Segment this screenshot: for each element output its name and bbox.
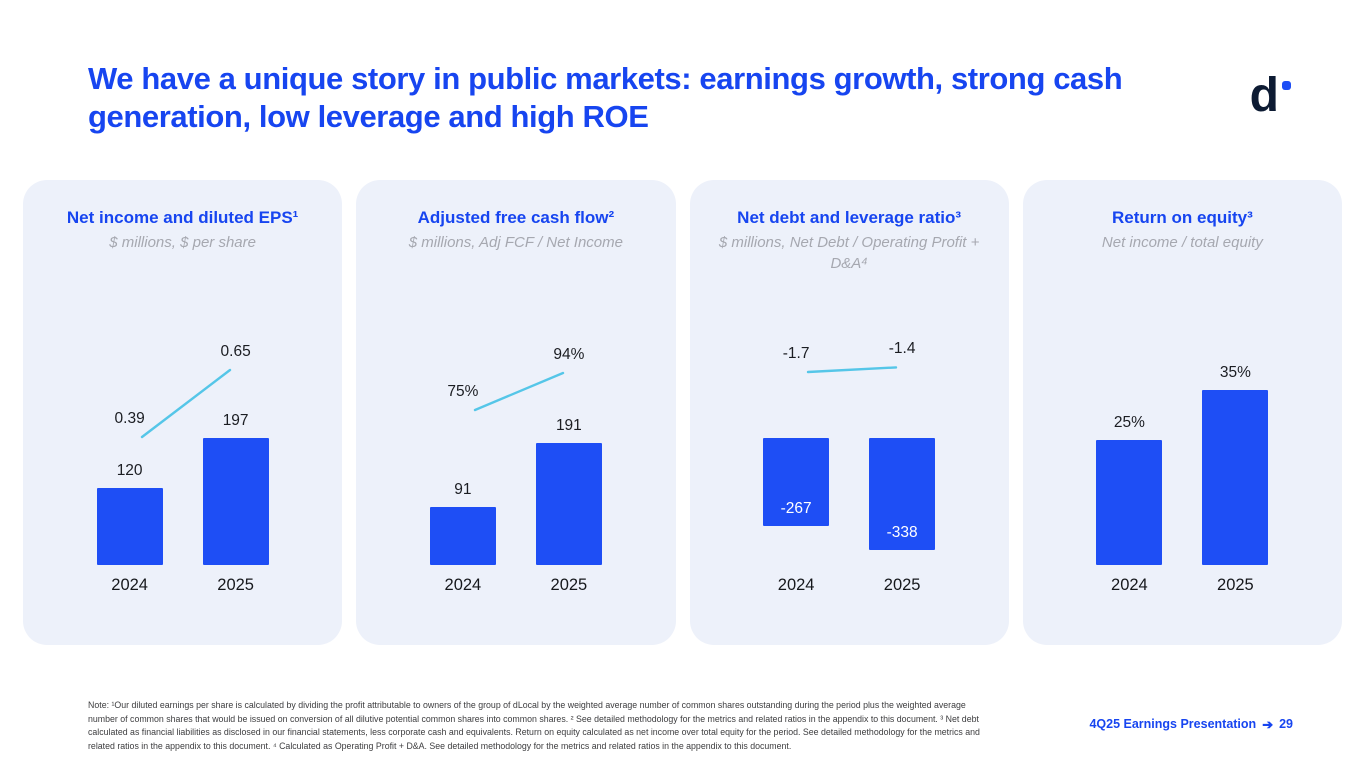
chart-title: Net debt and leverage ratio³ — [737, 208, 962, 227]
bar-2025 — [535, 443, 602, 565]
bar-value-label: -267 — [780, 500, 812, 517]
line-value-label: 0.39 — [114, 410, 145, 427]
chart-panel-adjusted-fcf: Adjusted free cash flow² $ millions, Adj… — [356, 180, 676, 645]
bar-value-label: 25% — [1113, 414, 1145, 431]
trend-line — [140, 368, 231, 439]
chart-subtitle: $ millions, Net Debt / Operating Profit … — [718, 234, 980, 272]
arrow-right-icon: ➔ — [1262, 716, 1274, 732]
x-axis-label: 2025 — [1217, 576, 1254, 594]
bar-2025 — [869, 438, 936, 550]
chart-plot: 91 191 75% 94% — [406, 346, 626, 565]
line-value-label: 0.65 — [220, 343, 251, 360]
bar-2024 — [1096, 440, 1163, 565]
bar-value-label: -338 — [886, 524, 918, 541]
chart-panel-return-on-equity: Return on equity³ Net income / total equ… — [1022, 180, 1342, 645]
chart-plot: 25% 35% — [1072, 364, 1292, 565]
line-value-label: -1.4 — [888, 340, 916, 358]
bar-value-label: 191 — [555, 417, 582, 434]
chart-subtitle: $ millions, $ per share — [109, 234, 256, 251]
chart-panel-net-debt-leverage: Net debt and leverage ratio³ $ millions,… — [689, 180, 1009, 645]
line-value-label: 75% — [447, 383, 479, 400]
footnote: Note: ¹Our diluted earnings per share is… — [88, 700, 980, 751]
chart-title: Net income and diluted EPS¹ — [66, 208, 299, 227]
bar-value-label: 35% — [1219, 364, 1251, 381]
x-axis-label: 2025 — [550, 576, 588, 594]
chart-x-axis: 2024 2025 — [406, 576, 626, 598]
presentation-label: 4Q25 Earnings Presentation — [1089, 717, 1257, 731]
bar-2024 — [429, 507, 496, 565]
line-value-label: 94% — [553, 346, 585, 363]
x-axis-label: 2025 — [217, 576, 254, 594]
charts-row: Net income and diluted EPS¹ $ millions, … — [23, 180, 1342, 645]
chart-x-axis: 2024 2025 — [1072, 576, 1292, 598]
chart-x-axis: 2024 2025 — [739, 576, 959, 598]
bar-2024 — [763, 438, 830, 526]
bar-2024 — [96, 488, 163, 565]
page-number: 29 — [1279, 717, 1293, 731]
x-axis-label: 2024 — [777, 576, 815, 594]
page-title: We have a unique story in public markets… — [88, 61, 1123, 134]
page-reference: 4Q25 Earnings Presentation ➔ 29 — [1089, 717, 1293, 731]
dlocal-logo: d — [1249, 69, 1291, 122]
trend-line — [806, 366, 898, 374]
bar-2025 — [1202, 390, 1269, 565]
bar-value-label: 197 — [222, 412, 249, 429]
bar-2025 — [202, 438, 269, 565]
chart-subtitle: $ millions, Adj FCF / Net Income — [408, 234, 623, 251]
chart-panel-net-income-eps: Net income and diluted EPS¹ $ millions, … — [23, 180, 343, 645]
trend-line — [473, 371, 565, 412]
chart-title: Return on equity³ — [1112, 208, 1253, 227]
x-axis-label: 2024 — [1111, 576, 1148, 594]
logo-dot-icon — [1282, 81, 1291, 90]
line-value-label: -1.7 — [782, 345, 810, 362]
chart-plot: -267 -338 -1.7 -1.4 — [739, 340, 959, 565]
x-axis-label: 2025 — [883, 576, 921, 594]
x-axis-label: 2024 — [444, 576, 482, 594]
chart-subtitle: Net income / total equity — [1101, 234, 1263, 251]
logo-letter: d — [1249, 69, 1279, 122]
chart-plot: 120 197 0.39 0.65 — [73, 343, 293, 565]
chart-title: Adjusted free cash flow² — [417, 208, 615, 227]
x-axis-label: 2024 — [111, 576, 148, 594]
bar-value-label: 120 — [116, 462, 143, 479]
bar-value-label: 91 — [454, 481, 472, 498]
chart-x-axis: 2024 2025 — [73, 576, 293, 598]
